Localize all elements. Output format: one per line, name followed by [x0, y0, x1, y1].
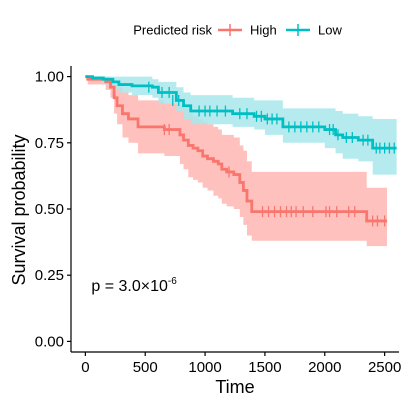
p-value-annotation: p = 3.0×10-6: [91, 276, 177, 295]
ci-band-low: [85, 76, 397, 175]
y-tick-label: 1.00: [35, 69, 64, 86]
legend-key-high: [218, 24, 242, 36]
y-axis-ticks: 0.00 0.25 0.50 0.75 1.00: [35, 69, 71, 350]
legend-title: Predicted risk: [133, 23, 212, 38]
legend: Predicted risk High Low: [133, 23, 342, 38]
survival-curve-high: [85, 75, 388, 223]
x-axis-title: Time: [215, 377, 254, 397]
x-tick-label: 1500: [248, 359, 281, 376]
p-value-exponent: -6: [168, 276, 177, 287]
x-tick-label: 2500: [368, 359, 401, 376]
y-tick-label: 0.00: [35, 333, 64, 350]
x-tick-label: 500: [133, 359, 158, 376]
legend-label-high: High: [250, 23, 277, 38]
ci-band-high: [85, 76, 388, 247]
x-tick-label: 0: [81, 359, 89, 376]
survival-curve-low: [85, 75, 397, 150]
x-tick-label: 1000: [188, 359, 221, 376]
censor-marks: [148, 81, 395, 227]
legend-label-low: Low: [318, 23, 342, 38]
x-axis-ticks: 0 500 1000 1500 2000 2500: [81, 352, 401, 376]
p-value-base: p = 3.0×10: [91, 278, 168, 295]
y-tick-label: 0.25: [35, 267, 64, 284]
y-axis-title: Survival probability: [9, 134, 29, 285]
x-tick-label: 2000: [308, 359, 341, 376]
legend-key-low: [286, 24, 310, 36]
y-tick-label: 0.50: [35, 201, 64, 218]
y-tick-label: 0.75: [35, 135, 64, 152]
survival-curves: [85, 75, 397, 223]
confidence-bands: [85, 76, 397, 247]
